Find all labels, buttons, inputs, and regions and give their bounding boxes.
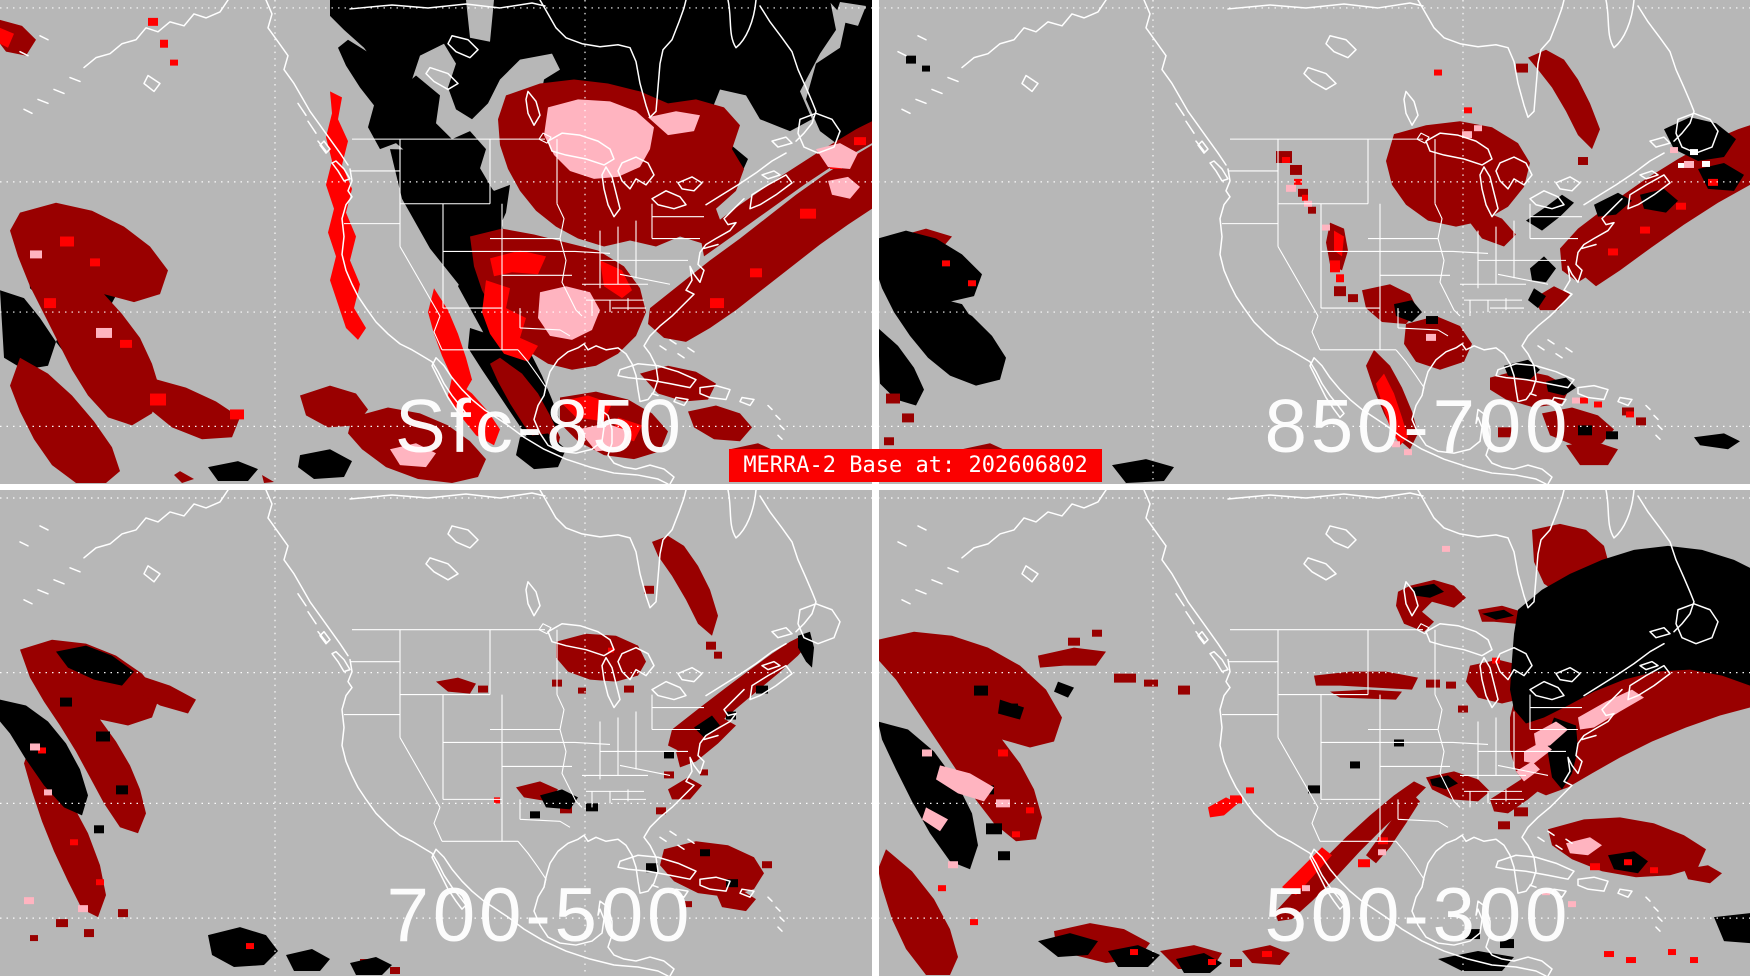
merra2-base-banner: MERRA-2 Base at: 202606802 xyxy=(729,449,1102,482)
panel-label-500-300: 500-300 xyxy=(1265,873,1572,958)
panel-label-sfc-850: Sfc-850 xyxy=(395,384,685,469)
weather-data-overlay-500-300 xyxy=(878,523,1750,976)
weather-data-overlay-850-700 xyxy=(878,49,1750,484)
panel-850-700: 850-700 xyxy=(878,0,1750,484)
panel-divider-horizontal xyxy=(0,484,1750,490)
panel-700-500: 700-500 xyxy=(0,490,872,976)
banner-text: MERRA-2 Base at: 202606802 xyxy=(743,453,1088,478)
panel-label-850-700: 850-700 xyxy=(1265,384,1572,469)
panel-500-300: 500-300 xyxy=(878,490,1750,976)
panel-sfc-850: Sfc-850 xyxy=(0,0,872,484)
panel-label-700-500: 700-500 xyxy=(387,873,694,958)
weather-data-overlay-700-500 xyxy=(0,535,814,976)
